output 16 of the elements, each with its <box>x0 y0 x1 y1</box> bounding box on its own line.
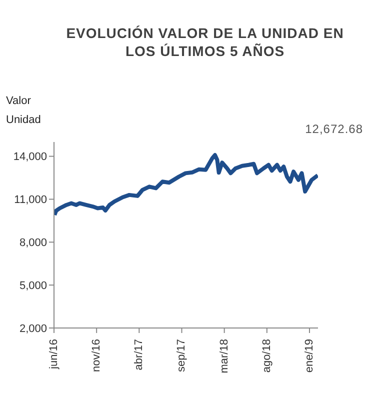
x-tick-label: nov/16 <box>90 339 103 372</box>
y-tick-label: 5,000 <box>19 280 47 292</box>
x-tick-label: abr/17 <box>133 339 146 370</box>
y-tick-label: 14,000 <box>13 151 47 164</box>
y-tick-label: 2,000 <box>19 322 47 335</box>
y-axis-title: Valor Unidad <box>6 94 41 128</box>
x-tick-label: jun/16 <box>48 339 60 370</box>
y-tick-label: 11,000 <box>14 194 47 206</box>
x-tick-label: ago/18 <box>260 339 273 373</box>
y-tick-label: 8,000 <box>19 237 47 250</box>
x-tick-label: ene/19 <box>303 339 316 373</box>
line-series <box>54 153 318 217</box>
text: 12,672.68 <box>305 122 363 136</box>
chart-title: EVOLUCIÓN VALOR DE LA UNIDAD EN LOS ÚLTIMOS 5 AÑOS <box>65 24 345 60</box>
x-tick-label: mar/18 <box>218 339 230 374</box>
x-tick-label: sep/17 <box>176 339 188 372</box>
